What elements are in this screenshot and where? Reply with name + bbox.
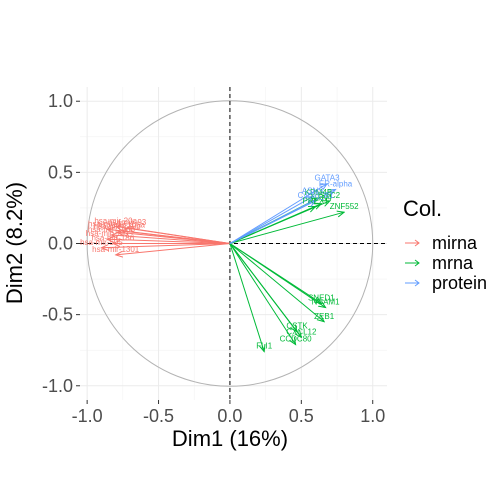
vector-mrna: [229, 243, 324, 322]
legend-key-arrowhead: [414, 259, 420, 267]
variable-label: hsa-mir-106a: [98, 221, 146, 230]
variable-label: hsa-mir-1301: [92, 245, 140, 254]
variable-label: hsa-mir-186: [91, 234, 134, 243]
x-axis-title: Dim1 (16%): [172, 426, 288, 451]
vector-mirna: [101, 243, 230, 248]
vector-mirna: [117, 232, 230, 244]
variable-labels: hsa-mir-20ahsa-mir-93hsa-mir-17hsa-mir-1…: [80, 174, 359, 351]
variable-label: NTN4: [311, 194, 332, 203]
variable-label: Cyclin_B1: [298, 191, 335, 200]
vector-mirna: [107, 239, 230, 244]
variable-label: hsa-mir-505: [80, 238, 123, 247]
vector-mrna: [229, 243, 296, 345]
legend-label-mrna: mrna: [432, 253, 474, 273]
variable-label: STC2: [320, 191, 341, 200]
vector-protein: [229, 197, 313, 244]
y-tick-label: 1.0: [48, 91, 73, 111]
vector-mirna: [111, 235, 230, 244]
variable-label: ZNF552: [330, 202, 359, 211]
variable-label: NCAM1: [312, 298, 341, 307]
vector-protein: [229, 201, 316, 244]
variable-label: CSTK: [286, 322, 308, 331]
x-tick-label: -1.0: [72, 406, 103, 426]
legend-label-protein: protein: [432, 273, 487, 293]
y-axis-title: Dim2 (8.2%): [2, 182, 27, 304]
variable-label: hsa-mir-93: [108, 218, 147, 227]
vector-mrna: [229, 212, 344, 244]
variable-label: GATA3: [315, 174, 341, 183]
legend-title: Col.: [403, 196, 442, 221]
variable-label: hsa-mir-106b: [88, 225, 136, 234]
legend-key-arrowhead: [414, 279, 420, 287]
variable-label: hsa-mir-130b: [94, 222, 142, 231]
variable-label: SNED1: [308, 293, 335, 302]
variable-label: ER-alpha: [319, 179, 353, 188]
variable-label: CXCL12: [286, 327, 317, 336]
vector-mirna: [116, 243, 230, 255]
variable-label: hsa-mir-17: [88, 219, 127, 228]
y-tick-label: -1.0: [42, 376, 73, 396]
variable-label: ZEB1: [314, 312, 335, 321]
legend-key-arrowhead: [414, 239, 420, 247]
x-tick-label: 0.0: [217, 406, 242, 426]
x-tick-label: 0.5: [289, 406, 314, 426]
vector-mrna: [229, 243, 264, 352]
variable-label: PREX1: [302, 197, 329, 206]
variable-label: hsa-mir-20a: [94, 216, 137, 225]
variable-label: ASNS: [302, 187, 324, 196]
vector-mrna: [229, 243, 326, 308]
y-axis-ticks: -1.0 -0.5 0.0 0.5 1.0: [42, 91, 80, 396]
x-tick-label: -0.5: [143, 406, 174, 426]
vector-mrna: [229, 243, 301, 338]
y-tick-label: 0.0: [48, 234, 73, 254]
x-tick-label: 1.0: [360, 406, 385, 426]
variable-label: FLI1: [256, 342, 273, 351]
vector-protein: [229, 184, 327, 244]
x-axis-ticks: -1.0 -0.5 0.0 0.5 1.0: [72, 400, 385, 426]
legend-label-mirna: mirna: [432, 233, 478, 253]
variable-label: CCDC80: [280, 335, 313, 344]
y-tick-label: -0.5: [42, 305, 73, 325]
loading-vectors: [101, 184, 344, 352]
y-tick-label: 0.5: [48, 162, 73, 182]
vector-mirna: [127, 228, 231, 244]
vector-mrna: [229, 207, 316, 244]
variable-label: hsa-mir-590: [86, 229, 129, 238]
variable-label: KDM4B: [305, 188, 333, 197]
